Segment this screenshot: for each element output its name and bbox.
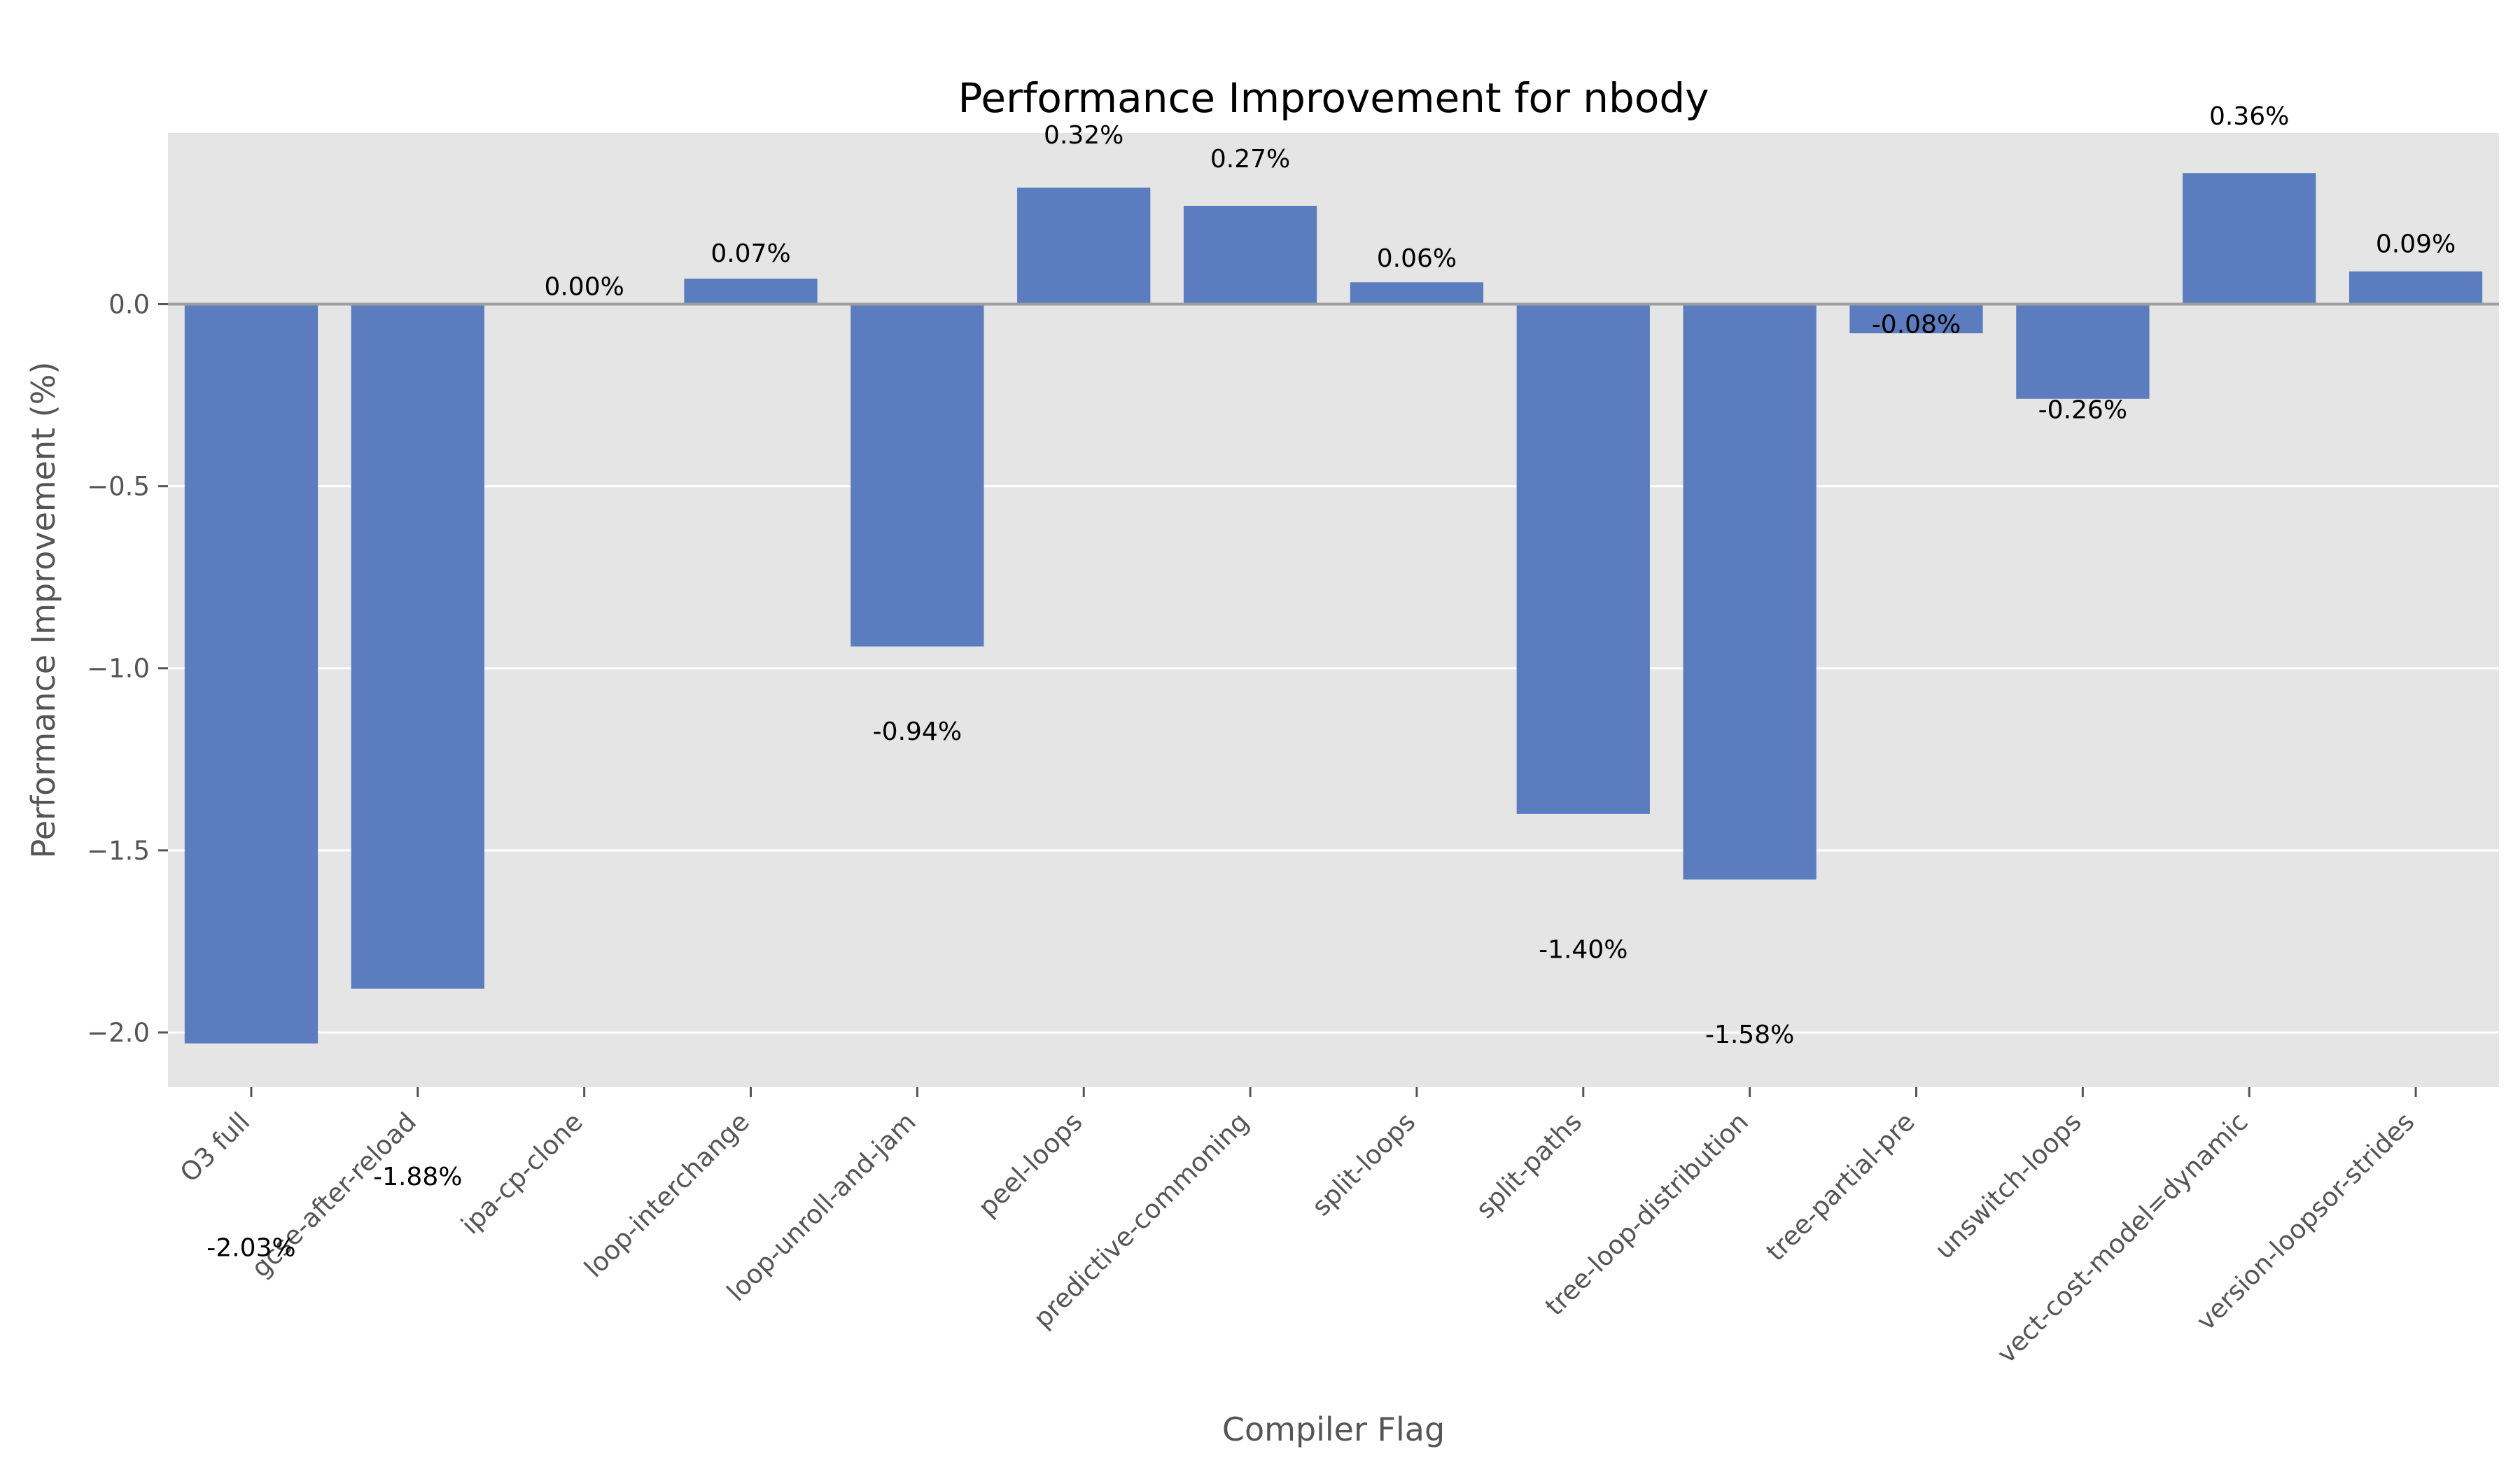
x-axis-title: Compiler Flag bbox=[1222, 1410, 1445, 1448]
bar bbox=[2348, 271, 2483, 304]
bar bbox=[1017, 188, 1151, 304]
data-label: -0.94% bbox=[873, 718, 962, 746]
x-tick-label: loop-unroll-and-jam bbox=[721, 1107, 922, 1308]
data-labels: -2.03% -1.88% 0.00% 0.07% -0.94% 0.32% 0.27% 0.… bbox=[206, 102, 2456, 1262]
data-label: 0.07% bbox=[710, 239, 790, 268]
data-label: 0.36% bbox=[2209, 102, 2289, 131]
bar bbox=[1183, 206, 1317, 304]
data-label: -0.26% bbox=[2038, 396, 2127, 424]
data-label: 0.27% bbox=[1210, 145, 1290, 174]
x-tick-label: unswitch-loops bbox=[1929, 1107, 2087, 1265]
data-label: 0.00% bbox=[544, 272, 624, 301]
x-tick-label: peel-loops bbox=[972, 1107, 1088, 1222]
chart-title: Performance Improvement for nbody bbox=[958, 74, 1709, 122]
data-label: -1.88% bbox=[373, 1163, 462, 1191]
y-axis-ticks: 0.0 −0.5 −1.0 −1.5 −2.0 bbox=[87, 290, 168, 1048]
data-label: -1.40% bbox=[1539, 935, 1628, 964]
bar bbox=[1350, 282, 1484, 304]
data-label: -0.08% bbox=[1872, 311, 1961, 340]
data-label: -2.03% bbox=[206, 1233, 295, 1262]
y-tick-label: −1.5 bbox=[87, 836, 150, 866]
x-tick-label: split-loops bbox=[1306, 1107, 1421, 1222]
bar bbox=[1683, 304, 1816, 880]
y-tick-label: −2.0 bbox=[87, 1018, 150, 1048]
bars bbox=[184, 173, 2483, 1044]
data-label: 0.09% bbox=[2376, 230, 2456, 259]
bar bbox=[850, 304, 984, 647]
data-label: -1.58% bbox=[1705, 1021, 1794, 1049]
plot-area bbox=[168, 133, 2499, 1087]
x-tick-label: ipa-cp-clone bbox=[455, 1107, 589, 1240]
y-axis-title: Performance Improvement (%) bbox=[24, 362, 62, 859]
y-tick-label: −0.5 bbox=[87, 472, 150, 502]
bar bbox=[1849, 304, 1983, 334]
bar bbox=[184, 304, 318, 1044]
x-tick-label: split-paths bbox=[1470, 1107, 1588, 1224]
x-tick-label: O3 full bbox=[174, 1107, 255, 1188]
bar bbox=[2183, 173, 2316, 304]
x-tick-label: loop-interchange bbox=[578, 1107, 755, 1283]
data-label: 0.32% bbox=[1044, 121, 1124, 150]
x-tick-label: tree-partial-pre bbox=[1760, 1107, 1921, 1267]
y-tick-label: −1.0 bbox=[87, 654, 150, 684]
bar bbox=[684, 279, 818, 304]
bar bbox=[2016, 304, 2150, 399]
bar bbox=[1516, 304, 1650, 814]
data-label: 0.06% bbox=[1377, 244, 1457, 273]
y-tick-label: 0.0 bbox=[108, 290, 150, 320]
bar bbox=[351, 304, 484, 989]
